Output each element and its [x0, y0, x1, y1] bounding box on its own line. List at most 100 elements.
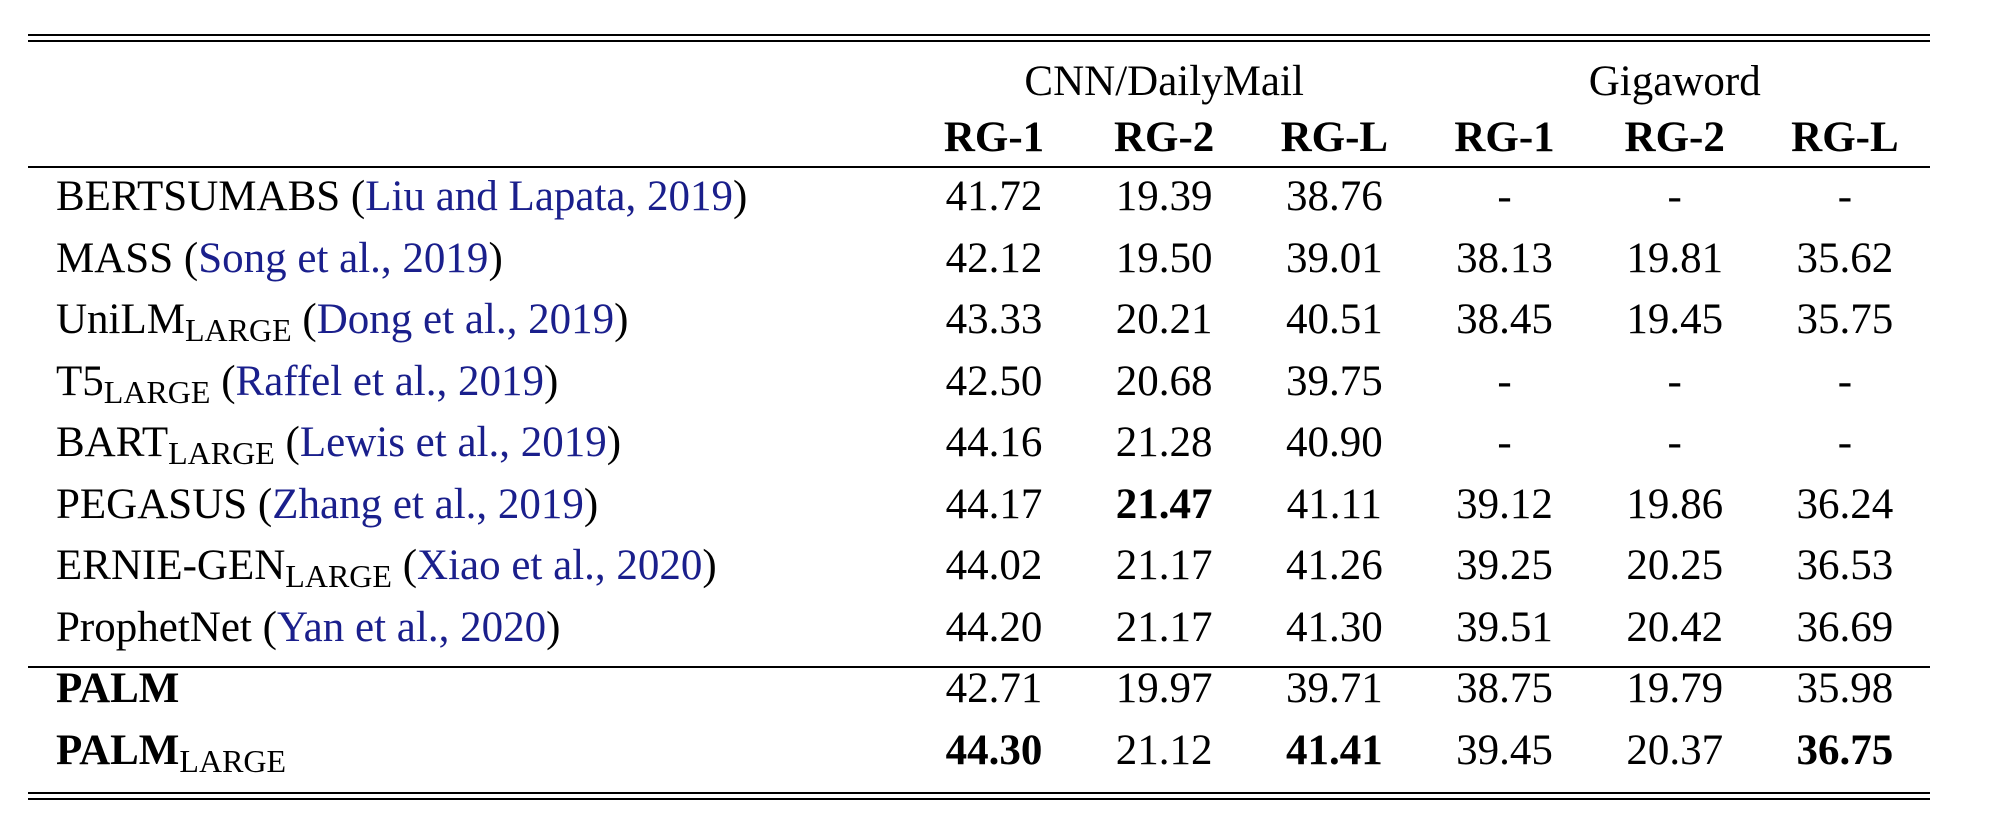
model-name: PALM [56, 726, 180, 774]
score-cell: 36.53 [1796, 542, 1894, 590]
model-name: ProphetNet [56, 603, 252, 651]
score-cell: 39.45 [1456, 726, 1553, 774]
model-name: ERNIE-GEN [56, 542, 286, 590]
model-size-subscript: LARGE [168, 435, 275, 472]
citation-link[interactable]: Dong et al., 2019 [316, 296, 615, 344]
score-cell: 21.12 [1115, 726, 1213, 774]
metric-header: RG-L [1280, 113, 1389, 161]
table-row: ERNIE-GENLARGE (Xiao et al., 2020) 44.02 2… [28, 535, 1930, 597]
citation-open: ( [210, 357, 236, 405]
score-cell: - [1497, 173, 1512, 221]
table-row: MASS (Song et al., 2019) 42.12 19.50 39.01 3… [28, 228, 1930, 290]
score-cell: 20.42 [1626, 603, 1724, 651]
model-size-subscript: LARGE [285, 558, 392, 595]
score-cell: 19.39 [1115, 173, 1213, 221]
model-cell: UniLMLARGE (Dong et al., 2019) [28, 289, 909, 351]
metric-header: RG-L [1791, 113, 1899, 161]
score-cell: 39.51 [1456, 603, 1553, 651]
score-cell: 41.72 [945, 173, 1043, 221]
citation-close: ) [702, 542, 717, 590]
score-cell: 44.02 [945, 542, 1043, 590]
citation-close: ) [546, 603, 561, 651]
score-cell: 41.41 [1285, 726, 1383, 774]
score-cell: 21.17 [1115, 603, 1213, 651]
score-cell: 19.86 [1626, 480, 1724, 528]
score-cell: 36.69 [1796, 603, 1894, 651]
score-cell: 43.33 [945, 296, 1043, 344]
score-cell: 42.50 [945, 357, 1043, 405]
top-rule-2 [28, 40, 1930, 42]
score-cell: 39.75 [1285, 357, 1383, 405]
score-cell: 38.13 [1456, 234, 1553, 282]
score-cell: 36.24 [1796, 480, 1894, 528]
citation-link[interactable]: Zhang et al., 2019 [272, 480, 584, 528]
model-size-subscript: LARGE [185, 312, 292, 349]
group-header-row: CNN/DailyMail Gigaword [28, 34, 1930, 108]
model-name: PALM [56, 665, 180, 713]
citation-close: ) [606, 419, 622, 467]
citation-close: ) [544, 357, 559, 405]
model-name: MASS [56, 234, 174, 282]
score-cell: 38.45 [1456, 296, 1553, 344]
metric-header: RG-1 [943, 113, 1045, 161]
group-cnn-dailymail: CNN/DailyMail [1024, 58, 1304, 105]
table-row: T5LARGE (Raffel et al., 2019) 42.50 20.68 3… [28, 351, 1930, 413]
score-cell: - [1667, 173, 1682, 221]
metric-header: RG-2 [1113, 113, 1215, 161]
citation-close: ) [733, 173, 748, 221]
citation-link[interactable]: Xiao et al., 2020 [417, 542, 703, 590]
score-cell: 35.75 [1796, 296, 1894, 344]
score-cell: 40.90 [1285, 419, 1383, 467]
metric-header-row: RG-1 RG-2 RG-L RG-1 RG-2 RG-L [28, 108, 1930, 166]
bottom-rule-1 [28, 792, 1930, 794]
score-cell: 20.21 [1115, 296, 1213, 344]
score-cell: - [1837, 173, 1853, 221]
score-cell: 21.47 [1115, 480, 1213, 528]
citation-open: ( [391, 542, 418, 590]
model-size-subscript: LARGE [103, 373, 211, 410]
citation-link[interactable]: Raffel et al., 2019 [235, 357, 544, 405]
citation-link[interactable]: Song et al., 2019 [198, 234, 489, 282]
score-cell: 19.81 [1626, 234, 1724, 282]
model-cell: PEGASUS (Zhang et al., 2019) [28, 474, 909, 536]
score-cell: 41.26 [1285, 542, 1383, 590]
citation-link[interactable]: Lewis et al., 2019 [299, 419, 607, 467]
citation-close: ) [583, 480, 599, 528]
model-name: T5 [56, 357, 104, 405]
model-cell: BARTLARGE (Lewis et al., 2019) [28, 412, 909, 474]
score-cell: 42.12 [945, 234, 1043, 282]
citation-open: ( [173, 234, 199, 282]
score-cell: 41.30 [1285, 603, 1383, 651]
score-cell: 40.51 [1285, 296, 1383, 344]
table-row: PEGASUS (Zhang et al., 2019) 44.17 21.47 41… [28, 474, 1930, 536]
model-cell: BERTSUMABS (Liu and Lapata, 2019) [28, 166, 909, 228]
table-row: PALMLARGE 44.30 21.12 41.41 39.45 20.37 36.75 [28, 720, 1930, 782]
score-cell: - [1837, 419, 1853, 467]
citation-link[interactable]: Liu and Lapata, 2019 [365, 173, 734, 221]
score-cell: - [1837, 357, 1853, 405]
citation-link[interactable]: Yan et al., 2020 [276, 603, 547, 651]
citation-open: ( [251, 603, 277, 651]
model-name: BERTSUMABS [56, 173, 341, 221]
score-cell: 44.20 [945, 603, 1043, 651]
score-cell: - [1667, 419, 1682, 467]
citation-open: ( [247, 480, 273, 528]
table-row: PALM 42.71 19.97 39.71 38.75 19.79 35.98 [28, 658, 1930, 720]
score-cell: 39.25 [1456, 542, 1553, 590]
score-cell: 44.16 [945, 419, 1043, 467]
score-cell: 35.62 [1796, 234, 1894, 282]
citation-open: ( [291, 296, 317, 344]
bottom-rule-2 [28, 798, 1930, 800]
model-cell: ProphetNet (Yan et al., 2020) [28, 597, 909, 659]
citation-open: ( [340, 173, 366, 221]
model-cell: T5LARGE (Raffel et al., 2019) [28, 351, 909, 413]
table-row: UniLMLARGE (Dong et al., 2019) 43.33 20.21… [28, 289, 1930, 351]
score-cell: 21.17 [1115, 542, 1213, 590]
citation-open: ( [274, 419, 300, 467]
score-cell: 19.50 [1115, 234, 1213, 282]
score-cell: 20.37 [1626, 726, 1724, 774]
score-cell: 36.75 [1796, 726, 1894, 774]
model-cell: PALM [28, 658, 909, 720]
model-name: PEGASUS [56, 480, 248, 528]
table-row: BARTLARGE (Lewis et al., 2019) 44.16 21.28… [28, 412, 1930, 474]
